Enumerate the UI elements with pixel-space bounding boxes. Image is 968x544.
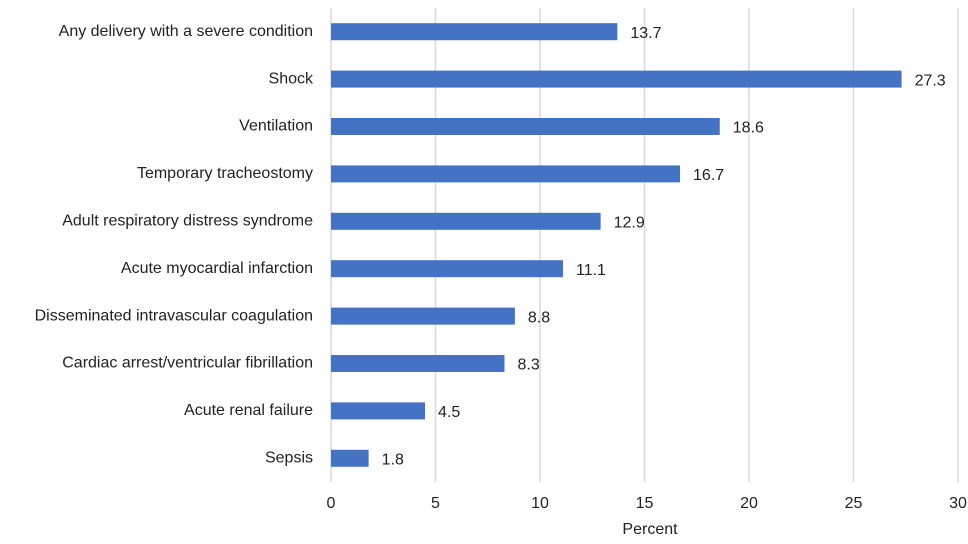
data-label: 1.8 — [382, 452, 404, 469]
y-tick-label: Acute renal failure — [184, 402, 313, 419]
x-tick-label: 25 — [845, 495, 863, 512]
bar — [331, 402, 426, 420]
bar — [331, 165, 681, 183]
bar — [331, 449, 369, 467]
y-tick-label: Sepsis — [265, 450, 313, 467]
data-label: 11.1 — [576, 262, 606, 279]
x-tick-label: 30 — [949, 495, 967, 512]
data-label: 18.6 — [733, 120, 764, 137]
data-label: 12.9 — [614, 215, 645, 232]
x-tick-label: 0 — [327, 495, 336, 512]
bar — [331, 118, 720, 135]
data-label: 27.3 — [915, 72, 946, 89]
y-tick-label: Disseminated intravascular coagulation — [35, 307, 313, 324]
y-tick-label: Temporary tracheostomy — [137, 165, 313, 182]
x-tick-label: 10 — [531, 495, 549, 512]
x-tick-label: 20 — [740, 495, 758, 512]
data-label: 13.7 — [630, 25, 661, 42]
x-tick-label: 15 — [636, 495, 654, 512]
data-label: 8.8 — [528, 309, 550, 326]
bar — [331, 23, 618, 41]
bar — [331, 307, 515, 325]
y-tick-label: Any delivery with a severe condition — [59, 23, 313, 40]
bar — [331, 260, 563, 278]
data-label: 4.5 — [438, 404, 460, 421]
x-tick-label: 5 — [431, 495, 440, 512]
bar — [331, 212, 601, 230]
y-tick-label: Shock — [269, 70, 314, 87]
y-tick-label: Cardiac arrest/ventricular fibrillation — [62, 355, 313, 372]
bar — [331, 70, 902, 88]
data-label: 8.3 — [517, 357, 539, 374]
x-axis-title: Percent — [622, 521, 678, 538]
y-tick-label: Ventilation — [239, 118, 313, 135]
y-tick-label: Adult respiratory distress syndrome — [62, 213, 313, 230]
data-label: 16.7 — [693, 167, 724, 184]
bar — [331, 355, 505, 372]
y-tick-label: Acute myocardial infarction — [121, 260, 313, 277]
